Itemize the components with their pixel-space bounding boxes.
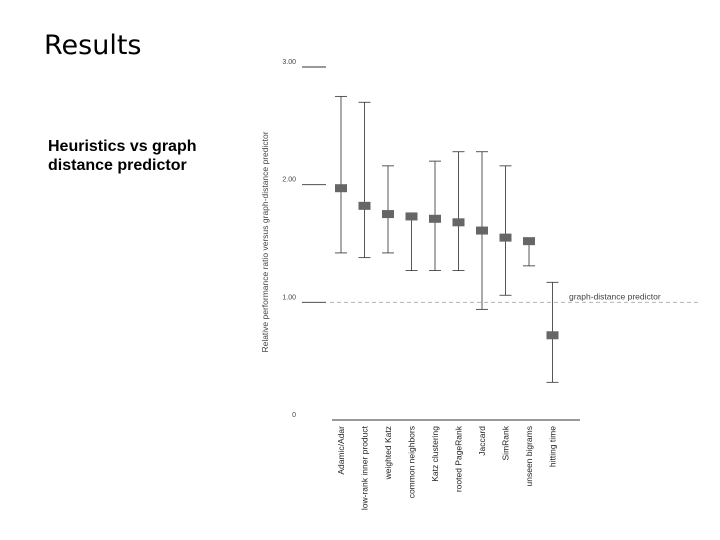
value-marker: [452, 218, 465, 227]
reference-line: graph-distance predictor: [330, 291, 700, 303]
y-tick-label: 2.00: [282, 177, 296, 184]
x-tick-label: unseen bigrams: [524, 426, 534, 486]
y-tick-label: 1.00: [282, 294, 296, 301]
value-marker: [335, 184, 347, 193]
x-tick-label: Katz clustering: [430, 426, 440, 482]
value-marker: [382, 210, 394, 219]
value-marker: [476, 226, 488, 235]
x-tick-label: Adamic/Adar: [336, 426, 346, 475]
error-bar-10: [546, 281, 559, 383]
reference-label: graph-distance predictor: [569, 291, 661, 301]
x-tick-label: SimRank: [501, 425, 511, 460]
value-marker: [429, 214, 441, 223]
x-axis: Adamic/Adar low-rank inner product weighte…: [332, 419, 580, 510]
error-bar-8: [499, 165, 512, 296]
error-bar-5: [429, 160, 441, 272]
error-bar-4: [405, 212, 418, 272]
slide-title: Results: [44, 30, 142, 61]
value-marker: [546, 331, 559, 340]
x-tick-label: hitting time: [548, 426, 558, 467]
value-marker: [358, 201, 371, 210]
y-tick-label: 0: [292, 412, 296, 419]
error-bar-9: [523, 237, 535, 267]
value-marker: [499, 233, 512, 242]
y-tick-label: 3.00: [282, 59, 296, 66]
y-axis: 0 1.00 2.00 3.00: [282, 59, 326, 419]
error-bar-7: [476, 151, 488, 310]
x-tick-label: low-rank inner product: [360, 425, 370, 510]
error-bar-2: [358, 101, 371, 259]
series-group: [335, 95, 559, 383]
slide-subtitle: Heuristics vs graph distance predictor: [48, 138, 197, 174]
error-bar-1: [335, 95, 347, 254]
x-tick-label: rooted PageRank: [454, 425, 464, 492]
x-tick-label: weighted Katz: [383, 426, 393, 480]
error-bar-3: [382, 165, 394, 254]
value-marker: [523, 237, 535, 246]
error-bar-6: [452, 151, 465, 272]
value-marker: [405, 212, 418, 221]
x-tick-label: Jaccard: [477, 426, 487, 456]
y-axis-label: Relative performance ratio versus graph-…: [260, 131, 270, 352]
x-tick-label: common neighbors: [407, 426, 417, 498]
